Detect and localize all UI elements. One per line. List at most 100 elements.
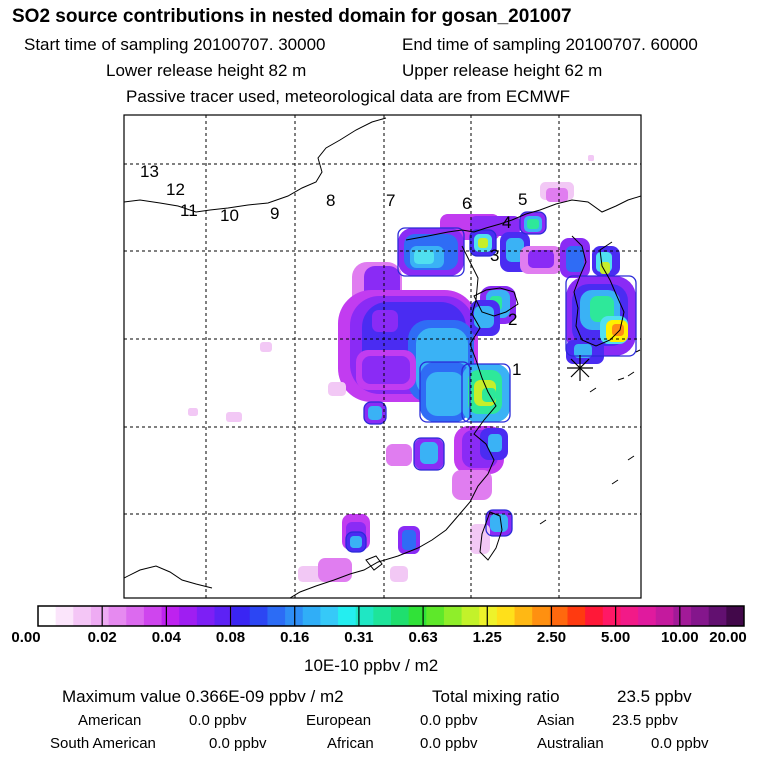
plume-cell — [490, 514, 508, 532]
colorbar-swatch — [638, 606, 657, 626]
plume-cell — [528, 250, 554, 268]
coastline-islands — [539, 349, 641, 525]
colorbar-swatch — [691, 606, 710, 626]
total-mixing-ratio-label: Total mixing ratio — [432, 687, 560, 706]
plume-cell — [414, 250, 434, 264]
colorbar-swatch — [655, 606, 674, 626]
colorbar-label: 2.50 — [536, 629, 567, 646]
plume-cell — [612, 324, 624, 336]
colorbar-label: 0.16 — [280, 629, 310, 646]
plume-outline — [565, 275, 637, 357]
coastline-hainan — [365, 555, 383, 571]
plume-cell — [386, 444, 412, 466]
plume-cell — [420, 442, 438, 464]
region-label-5: 5 — [518, 190, 527, 209]
colorbar-swatch — [514, 606, 533, 626]
plume-cell — [350, 536, 362, 548]
upper-release-height: Upper release height 62 m — [402, 61, 603, 80]
plume-cell — [328, 382, 346, 396]
colorbar-swatch — [673, 606, 692, 626]
colorbar-swatch — [214, 606, 233, 626]
plume-outline — [469, 229, 497, 257]
colorbar-swatch — [355, 606, 374, 626]
colorbar-swatch — [567, 606, 586, 626]
colorbar-swatch — [726, 606, 745, 626]
region-label-10: 10 — [220, 206, 239, 225]
receptor-marker-icon — [567, 355, 593, 381]
maximum-value: Maximum value 0.366E-09 ppbv / m2 — [62, 687, 344, 706]
region-value-asian: 23.5 ppbv — [612, 712, 678, 729]
colorbar-swatch — [267, 606, 286, 626]
colorbar-swatch — [338, 606, 357, 626]
colorbar-swatch — [285, 606, 304, 626]
region-label-4: 4 — [502, 213, 511, 232]
plume-cell — [474, 306, 494, 328]
colorbar-swatch — [620, 606, 639, 626]
colorbar-label: 0.02 — [87, 629, 117, 646]
plume-cell — [600, 262, 610, 274]
region-name-european: European — [306, 712, 372, 729]
end-time-label: End time of sampling 20100707. 60000 — [402, 35, 698, 54]
plume-cell — [390, 566, 408, 582]
region-value-european: 0.0 ppbv — [420, 712, 478, 729]
colorbar-swatch — [196, 606, 215, 626]
plume-cell — [402, 530, 416, 550]
region-value-african: 0.0 ppbv — [420, 735, 478, 752]
plume-cell — [452, 470, 492, 500]
plume-cell — [588, 155, 594, 161]
colorbar-frame — [37, 605, 745, 627]
plume-outline — [419, 361, 471, 423]
coastline-north — [124, 117, 387, 213]
colorbar-swatch — [126, 606, 145, 626]
region-label-12: 12 — [166, 180, 185, 199]
colorbar-swatch — [391, 606, 410, 626]
plume-cell — [226, 412, 242, 422]
colorbar-swatch — [302, 606, 321, 626]
coastline-layer — [124, 117, 641, 598]
plume-cell — [506, 238, 524, 262]
colorbar-swatch — [108, 606, 127, 626]
plume-cell — [590, 296, 614, 322]
region-name-asian: Asian — [537, 712, 575, 729]
coastline-peninsula — [473, 287, 519, 317]
region-value-american: 0.0 ppbv — [189, 712, 247, 729]
plume-cell — [478, 238, 488, 248]
plume-cell — [260, 342, 272, 352]
plume-outline — [413, 437, 445, 471]
colorbar-label: 1.25 — [472, 629, 502, 646]
colorbar — [37, 605, 745, 627]
colorbar-swatch — [249, 606, 268, 626]
plume-cell — [527, 219, 539, 229]
plume-outline — [397, 227, 465, 277]
plume-outline — [461, 363, 511, 423]
colorbar-label: 10.00 — [661, 629, 699, 646]
colorbar-swatch — [708, 606, 727, 626]
colorbar-swatch — [461, 606, 480, 626]
colorbar-swatch — [161, 606, 180, 626]
plume-cell — [362, 356, 410, 384]
colorbar-swatch — [602, 606, 621, 626]
plume-cell — [488, 434, 502, 452]
colorbar-label: 0.00 — [11, 629, 41, 646]
colorbar-label: 0.04 — [151, 629, 181, 646]
colorbar-label: 20.00 — [709, 629, 747, 646]
colorbar-swatch — [143, 606, 162, 626]
plume-outline — [345, 531, 367, 553]
region-label-2: 2 — [508, 310, 517, 329]
colorbar-swatch — [532, 606, 551, 626]
map-frame — [123, 114, 642, 599]
plume-layer — [188, 155, 637, 582]
colorbar-swatch — [373, 606, 392, 626]
plume-cell — [368, 406, 382, 420]
colorbar-swatch — [73, 606, 92, 626]
region-label-13: 13 — [140, 162, 159, 181]
region-name-south-american: South American — [50, 735, 156, 752]
colorbar-swatch — [232, 606, 251, 626]
colorbar-swatch — [55, 606, 74, 626]
colorbar-label: 0.31 — [344, 629, 374, 646]
colorbar-label: 0.08 — [215, 629, 246, 646]
plume-cell — [574, 344, 592, 358]
region-name-american: American — [78, 712, 142, 729]
colorbar-swatch — [408, 606, 427, 626]
